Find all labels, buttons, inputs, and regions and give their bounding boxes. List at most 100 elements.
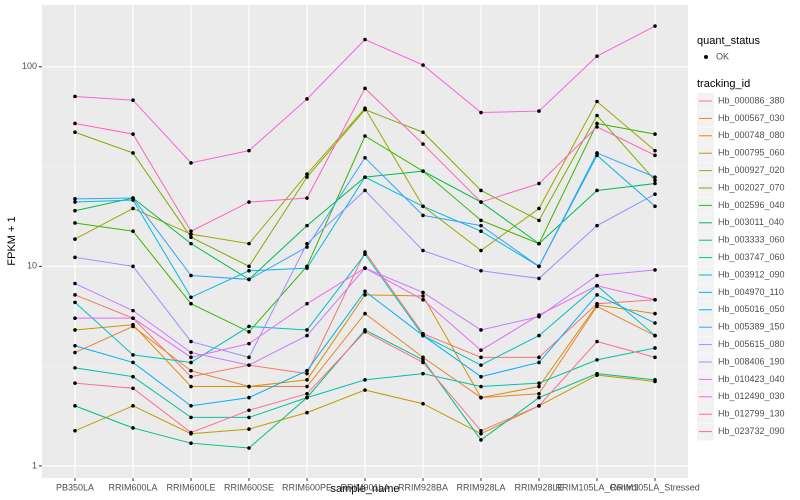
point (73, 381, 77, 385)
point (595, 283, 599, 288)
point (189, 273, 193, 278)
point (421, 294, 425, 298)
point (421, 297, 425, 302)
point (421, 204, 425, 209)
x-tick-label: RRIM901LA (340, 482, 389, 492)
point (73, 221, 77, 225)
point (247, 415, 251, 420)
point (131, 426, 135, 430)
point (363, 266, 367, 270)
legend-label: Hb_000086_380 (718, 95, 785, 105)
point (537, 384, 541, 389)
point (73, 255, 77, 260)
legend-label: Hb_005016_050 (718, 304, 785, 314)
point (537, 264, 541, 269)
point (537, 276, 541, 281)
legend-label: Hb_002596_040 (718, 200, 785, 210)
point (73, 237, 77, 241)
point (247, 355, 251, 360)
point (537, 241, 541, 246)
legend-label: Hb_000927_020 (718, 165, 785, 175)
point (247, 324, 251, 329)
y-tick-label: 100 (22, 61, 37, 71)
legend-label: OK (716, 51, 729, 61)
point (421, 142, 425, 146)
point (595, 113, 599, 118)
point (247, 363, 251, 367)
x-tick-label: RRIM600LA (108, 482, 157, 492)
point (479, 384, 483, 389)
point (595, 273, 599, 278)
point (305, 245, 309, 249)
x-tick-label: RRIM600SE (224, 482, 274, 492)
point (537, 181, 541, 186)
y-axis-title: FPKM + 1 (6, 216, 18, 265)
point (479, 248, 483, 253)
x-tick-label: RRIM928BA (398, 482, 448, 492)
point (421, 63, 425, 67)
point (305, 368, 309, 373)
point (73, 130, 77, 135)
point (479, 229, 483, 234)
point (479, 348, 483, 353)
y-tick-label: 1 (32, 460, 37, 470)
point (363, 175, 367, 179)
point (189, 161, 193, 165)
legend-label: Hb_000748_080 (718, 130, 785, 140)
point (131, 206, 135, 211)
point (537, 333, 541, 338)
point (305, 328, 309, 332)
legend-label: Hb_003912_090 (718, 269, 785, 279)
point (189, 350, 193, 355)
x-tick-label: RRIM105LA_Control (555, 482, 638, 492)
legend-label: Hb_004970_110 (718, 287, 784, 297)
point (653, 192, 657, 196)
x-tick-label: RRIM928LA (456, 482, 505, 492)
point (305, 196, 309, 200)
point (189, 295, 193, 300)
point (595, 293, 599, 297)
point (595, 125, 599, 129)
x-tick-label: RRIM600PE (282, 482, 332, 492)
x-axis-title: sample_name (330, 483, 399, 495)
point (189, 301, 193, 306)
point (305, 410, 309, 415)
point (247, 395, 251, 400)
point (595, 303, 599, 307)
point (247, 408, 251, 413)
point (479, 200, 483, 204)
point (363, 155, 367, 160)
legend-label: Hb_003747_060 (718, 252, 785, 262)
point (363, 378, 367, 382)
point (73, 197, 77, 201)
point (421, 290, 425, 295)
point (479, 374, 483, 379)
point (363, 37, 367, 42)
point (595, 371, 599, 376)
point (479, 328, 483, 332)
point (479, 223, 483, 228)
point (73, 208, 77, 213)
point (189, 384, 193, 389)
point (131, 316, 135, 320)
point (363, 188, 367, 193)
point (595, 339, 599, 344)
point (131, 308, 135, 313)
point (653, 24, 657, 28)
point (537, 109, 541, 113)
point (537, 355, 541, 360)
point (537, 218, 541, 223)
point (247, 446, 251, 450)
point (189, 374, 193, 379)
point (189, 404, 193, 408)
point (537, 206, 541, 211)
point (595, 54, 599, 58)
point (363, 252, 367, 257)
point (305, 378, 309, 382)
point (653, 132, 657, 136)
point (653, 153, 657, 158)
point (73, 428, 77, 433)
point (305, 172, 309, 176)
point (131, 374, 135, 379)
